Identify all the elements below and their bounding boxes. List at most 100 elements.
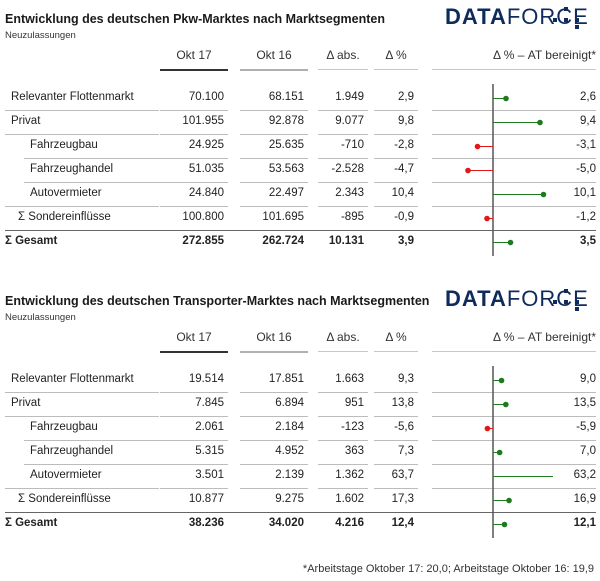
- cell-abs: 1.663: [335, 373, 364, 385]
- col-header-previous-underline: [240, 351, 308, 353]
- cell-previous: 4.952: [275, 445, 304, 457]
- col-header-abs-underline: [318, 69, 368, 70]
- row-separator-previous: [240, 464, 308, 465]
- row-separator-abs: [318, 416, 368, 417]
- cell-abs: 1.949: [335, 91, 364, 103]
- cell-current: 24.840: [188, 187, 224, 199]
- chart-point: [501, 521, 508, 528]
- footnote: *Arbeitstage Oktober 17: 20,0; Arbeitsta…: [302, 563, 594, 575]
- cell-pct: -0,9: [394, 211, 414, 223]
- cell-previous: 2.139: [275, 469, 304, 481]
- total-separator: [5, 230, 596, 231]
- logo-dot: [564, 300, 568, 304]
- cell-abs: 951: [344, 397, 364, 409]
- cell-pct: 10,4: [391, 187, 414, 199]
- cell-abs: 1.602: [335, 493, 364, 505]
- col-header-abs: Δ abs.: [326, 330, 360, 344]
- cell-pct: 3,9: [398, 235, 414, 247]
- row-separator-abs: [318, 464, 368, 465]
- cell-pct: 9,8: [398, 115, 414, 127]
- row-separator-abs: [318, 182, 368, 183]
- row-separator-chart: [432, 392, 596, 393]
- cell-previous: 17.851: [268, 373, 304, 385]
- cell-pct: 13,8: [391, 397, 414, 409]
- col-header-current-underline: [160, 351, 228, 353]
- row-label: Fahrzeugbau: [30, 139, 98, 151]
- row-separator-previous: [240, 134, 308, 135]
- dataforce-logo: DATAFORCE: [445, 4, 589, 30]
- chart-point: [465, 167, 471, 174]
- row-separator-current: [160, 206, 228, 207]
- row-label: Autovermieter: [30, 187, 102, 199]
- col-header-abs-underline: [318, 351, 368, 352]
- row-separator-previous: [240, 416, 308, 417]
- cell-pct: -2,8: [394, 139, 414, 151]
- cell-adjusted-label: 12,1: [573, 517, 596, 529]
- adjusted-change-chart: [484, 366, 553, 538]
- cell-adjusted-label: -1,2: [576, 211, 596, 223]
- cell-current: 51.035: [188, 163, 224, 175]
- chart-point: [496, 449, 503, 456]
- cell-adjusted-label: 9,0: [580, 373, 596, 385]
- row-separator-abs: [318, 440, 368, 441]
- row-separator-abs: [318, 158, 368, 159]
- cell-adjusted-label: -3,1: [576, 139, 596, 151]
- cell-previous: 53.563: [268, 163, 304, 175]
- chart-point: [503, 95, 509, 102]
- row-separator-chart: [432, 110, 596, 111]
- row-separator-pct: [374, 392, 418, 393]
- cell-pct: 9,3: [398, 373, 414, 385]
- row-label: Σ Gesamt: [5, 517, 58, 529]
- cell-adjusted-label: 63,2: [573, 469, 596, 481]
- cell-current: 101.955: [182, 115, 224, 127]
- row-separator-current: [160, 488, 228, 489]
- col-header-pct-underline: [374, 351, 418, 352]
- cell-abs: -2.528: [331, 163, 364, 175]
- cell-adjusted-label: 13,5: [573, 397, 596, 409]
- cell-abs: 1.362: [335, 469, 364, 481]
- row-label: Privat: [11, 397, 41, 409]
- logo-dot: [564, 7, 568, 11]
- col-header-adjusted: Δ % – AT bereinigt*: [493, 48, 596, 62]
- logo-dot: [575, 25, 579, 29]
- cell-current: 19.514: [188, 373, 224, 385]
- row-separator-pct: [374, 134, 418, 135]
- cell-current: 2.061: [195, 421, 224, 433]
- row-separator-pct: [374, 464, 418, 465]
- row-separator-abs: [318, 206, 368, 207]
- cell-adjusted-label: 2,6: [580, 91, 596, 103]
- row-label: Σ Gesamt: [5, 235, 58, 247]
- dataforce-logo: DATAFORCE: [445, 286, 589, 312]
- row-separator: [5, 488, 159, 489]
- cell-pct: 17,3: [391, 493, 414, 505]
- cell-pct: -5,6: [394, 421, 414, 433]
- cell-previous: 92.878: [268, 115, 304, 127]
- cell-adjusted-label: -5,0: [576, 163, 596, 175]
- chart-point: [540, 191, 547, 198]
- chart-point: [474, 143, 481, 150]
- row-separator: [5, 110, 159, 111]
- cell-abs: 2.343: [335, 187, 364, 199]
- row-separator-current: [160, 392, 228, 393]
- cell-pct: 63,7: [391, 469, 414, 481]
- cell-current: 70.100: [188, 91, 224, 103]
- logo-text-a: DATA: [445, 4, 507, 29]
- row-label: Relevanter Flottenmarkt: [11, 373, 134, 385]
- row-separator: [24, 182, 178, 183]
- col-header-previous-underline: [240, 69, 308, 71]
- cell-adjusted-label: 10,1: [573, 187, 596, 199]
- col-header-pct-underline: [374, 69, 418, 70]
- row-separator-chart: [432, 416, 596, 417]
- row-separator: [5, 416, 159, 417]
- total-separator: [5, 512, 596, 513]
- row-label: Autovermieter: [30, 469, 102, 481]
- adjusted-change-chart: [465, 84, 547, 256]
- row-label: Σ Sondereinflüsse: [18, 493, 111, 505]
- cell-current: 272.855: [182, 235, 224, 247]
- cell-previous: 34.020: [268, 517, 304, 529]
- col-header-adjusted-underline: [432, 351, 596, 352]
- chart-point: [507, 239, 514, 246]
- logo-dot: [564, 18, 568, 22]
- row-separator-current: [160, 440, 228, 441]
- cell-pct: 2,9: [398, 91, 414, 103]
